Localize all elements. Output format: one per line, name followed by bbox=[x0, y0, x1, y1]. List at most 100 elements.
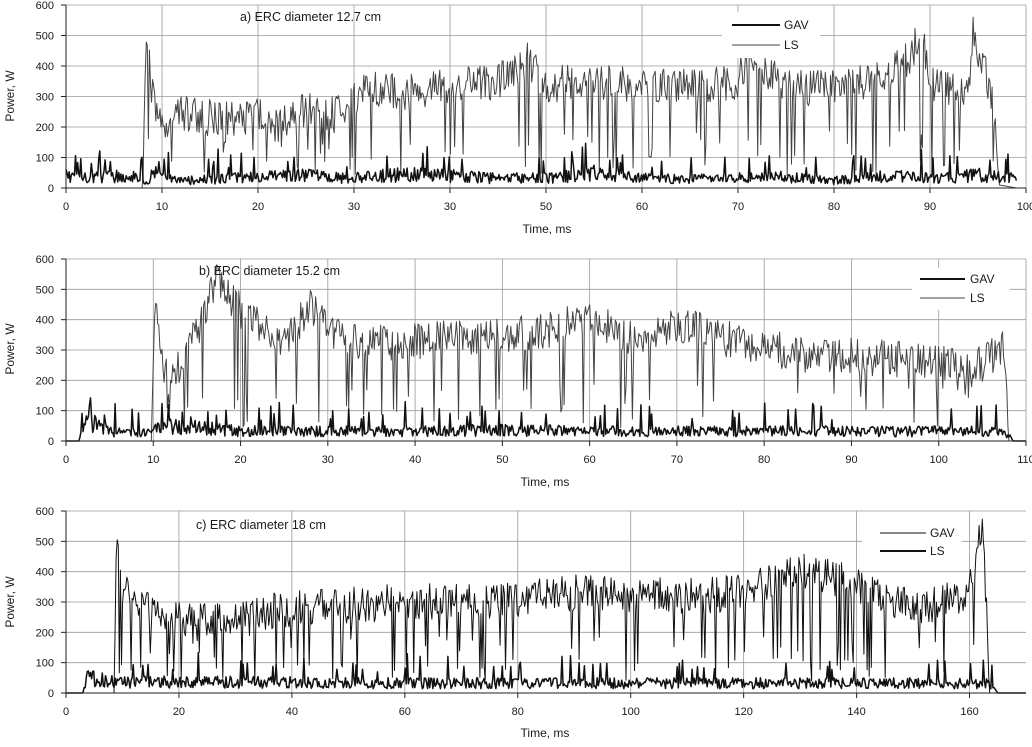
p0-x-tick-label: 20 bbox=[252, 201, 264, 213]
p1-y-tick-label: 400 bbox=[36, 315, 54, 327]
panel-b: 0 100 200 300 400 500 600 0 10 20 30 40 50 60 70 80 90 1… bbox=[3, 254, 1032, 489]
p0-y-tick-label: 400 bbox=[36, 61, 54, 73]
p0-x-tick-label: 50 bbox=[540, 201, 552, 213]
panel-a-legend-ls-label: LS bbox=[784, 38, 799, 52]
p1-x-tick-label: 100 bbox=[930, 454, 948, 466]
p1-y-tick-label: 300 bbox=[36, 345, 54, 357]
p1-x-tick-label: 10 bbox=[147, 454, 159, 466]
panel-a-y-ticks: 0 100 200 300 400 500 600 bbox=[36, 0, 54, 195]
p1-y-tick-label: 500 bbox=[36, 284, 54, 296]
p0-x-tick-label: 70 bbox=[732, 201, 744, 213]
p2-y-tick-label: 600 bbox=[36, 506, 54, 518]
panel-b-legend-ls-label: LS bbox=[970, 291, 985, 305]
panel-b-axes bbox=[61, 258, 1027, 446]
p0-gav-line bbox=[65, 142, 1018, 186]
p2-x-tick-label: 20 bbox=[173, 706, 185, 718]
panel-a-legend-box bbox=[722, 12, 820, 58]
p1-y-tick-label: 200 bbox=[36, 375, 54, 387]
panel-a-x-axis-label: Time, ms bbox=[523, 222, 572, 236]
p2-x-tick-label: 160 bbox=[960, 706, 978, 718]
p2-x-tick-label: 40 bbox=[286, 706, 298, 718]
p2-x-tick-label: 100 bbox=[622, 706, 640, 718]
p0-x-tick-label: 80 bbox=[828, 201, 840, 213]
p2-gav-line bbox=[66, 518, 1026, 694]
p1-y-tick-label: 0 bbox=[48, 436, 54, 448]
panel-a-y-axis-label: Power, W bbox=[3, 70, 17, 122]
p1-x-tick-label: 60 bbox=[584, 454, 596, 466]
p1-y-tick-label: 600 bbox=[36, 254, 54, 266]
panel-c-ls-series bbox=[66, 651, 1026, 694]
panel-b-y-axis-label: Power, W bbox=[3, 323, 17, 375]
panel-c-x-axis-label: Time, ms bbox=[521, 726, 570, 740]
panel-c-axes bbox=[61, 510, 1026, 698]
panel-c-gav-series bbox=[66, 518, 1026, 694]
p2-y-tick-label: 200 bbox=[36, 627, 54, 639]
p0-x-tick-label: 10 bbox=[156, 201, 168, 213]
panel-a-x-ticks: 0 10 20 30 30 50 60 70 80 90 100 bbox=[63, 201, 1032, 213]
p0-y-tick-label: 500 bbox=[36, 31, 54, 43]
panel-b-legend-gav-label: GAV bbox=[970, 272, 994, 286]
p1-x-tick-label: 40 bbox=[409, 454, 421, 466]
p0-y-tick-label: 100 bbox=[36, 153, 54, 165]
panel-a-gav-series bbox=[65, 142, 1018, 186]
p2-x-tick-label: 0 bbox=[63, 706, 69, 718]
p1-x-tick-label: 70 bbox=[671, 454, 683, 466]
panel-c: 0 100 200 300 400 500 600 0 20 40 60 80 100 120 140 16… bbox=[3, 506, 1026, 740]
panel-c-x-ticks: 0 20 40 60 80 100 120 140 160 bbox=[63, 706, 979, 718]
panel-b-x-ticks: 0 10 20 30 40 50 60 70 80 90 100 110 bbox=[63, 454, 1032, 466]
p2-x-tick-label: 140 bbox=[847, 706, 865, 718]
p2-x-tick-label: 60 bbox=[399, 706, 411, 718]
panel-b-x-axis-label: Time, ms bbox=[521, 475, 570, 489]
panel-c-y-axis-label: Power, W bbox=[3, 576, 17, 628]
p1-x-tick-label: 50 bbox=[496, 454, 508, 466]
p1-x-tick-label: 80 bbox=[758, 454, 770, 466]
panel-c-title: c) ERC diameter 18 cm bbox=[196, 518, 326, 532]
p0-y-tick-label: 0 bbox=[48, 183, 54, 195]
p2-y-tick-label: 500 bbox=[36, 536, 54, 548]
p2-y-tick-label: 100 bbox=[36, 658, 54, 670]
p1-x-tick-label: 20 bbox=[234, 454, 246, 466]
p1-x-tick-label: 30 bbox=[322, 454, 334, 466]
panel-b-ls-series bbox=[66, 264, 1026, 442]
panel-a: 0 100 200 300 400 500 600 0 10 20 30 30 50 60 70 80 90 1… bbox=[3, 0, 1032, 236]
p2-x-tick-label: 80 bbox=[512, 706, 524, 718]
p2-y-tick-label: 400 bbox=[36, 567, 54, 579]
panel-c-legend: GAV LS bbox=[862, 522, 962, 564]
panel-b-y-ticks: 0 100 200 300 400 500 600 bbox=[36, 254, 54, 448]
p1-gav-line bbox=[66, 397, 1026, 442]
p0-x-tick-label: 30 bbox=[444, 201, 456, 213]
p0-y-tick-label: 600 bbox=[36, 0, 54, 12]
panel-a-legend: GAV LS bbox=[722, 12, 820, 58]
p2-x-tick-label: 120 bbox=[734, 706, 752, 718]
panel-a-axes bbox=[61, 4, 1027, 193]
p0-x-tick-label: 100 bbox=[1017, 201, 1032, 213]
p0-x-tick-label: 90 bbox=[924, 201, 936, 213]
p2-y-tick-label: 300 bbox=[36, 597, 54, 609]
panel-b-gav-series bbox=[66, 397, 1026, 442]
p1-x-tick-label: 0 bbox=[63, 454, 69, 466]
panel-b-legend: GAV LS bbox=[912, 268, 1010, 310]
p2-y-tick-label: 0 bbox=[48, 688, 54, 700]
p0-y-tick-label: 300 bbox=[36, 92, 54, 104]
panel-a-legend-gav-label: GAV bbox=[784, 18, 808, 32]
p0-x-tick-label: 30 bbox=[348, 201, 360, 213]
panel-a-ls-series bbox=[66, 16, 1017, 189]
p1-y-tick-label: 100 bbox=[36, 406, 54, 418]
p1-x-tick-label: 110 bbox=[1017, 454, 1032, 466]
p0-x-tick-label: 60 bbox=[636, 201, 648, 213]
panel-c-y-ticks: 0 100 200 300 400 500 600 bbox=[36, 506, 54, 700]
panel-b-legend-box bbox=[912, 268, 1010, 310]
p1-x-tick-label: 90 bbox=[845, 454, 857, 466]
p2-ls-line bbox=[66, 651, 1026, 694]
panel-c-legend-gav-label: GAV bbox=[930, 526, 954, 540]
panel-a-title: a) ERC diameter 12.7 cm bbox=[240, 10, 381, 24]
p1-ls-line bbox=[66, 264, 1026, 442]
p0-x-tick-label: 0 bbox=[63, 201, 69, 213]
p0-y-tick-label: 200 bbox=[36, 122, 54, 134]
panel-b-title: b) ERC diameter 15.2 cm bbox=[199, 264, 340, 278]
p0-ls-line bbox=[66, 16, 1017, 189]
panel-c-legend-box bbox=[862, 522, 962, 564]
panel-c-legend-ls-label: LS bbox=[930, 544, 945, 558]
